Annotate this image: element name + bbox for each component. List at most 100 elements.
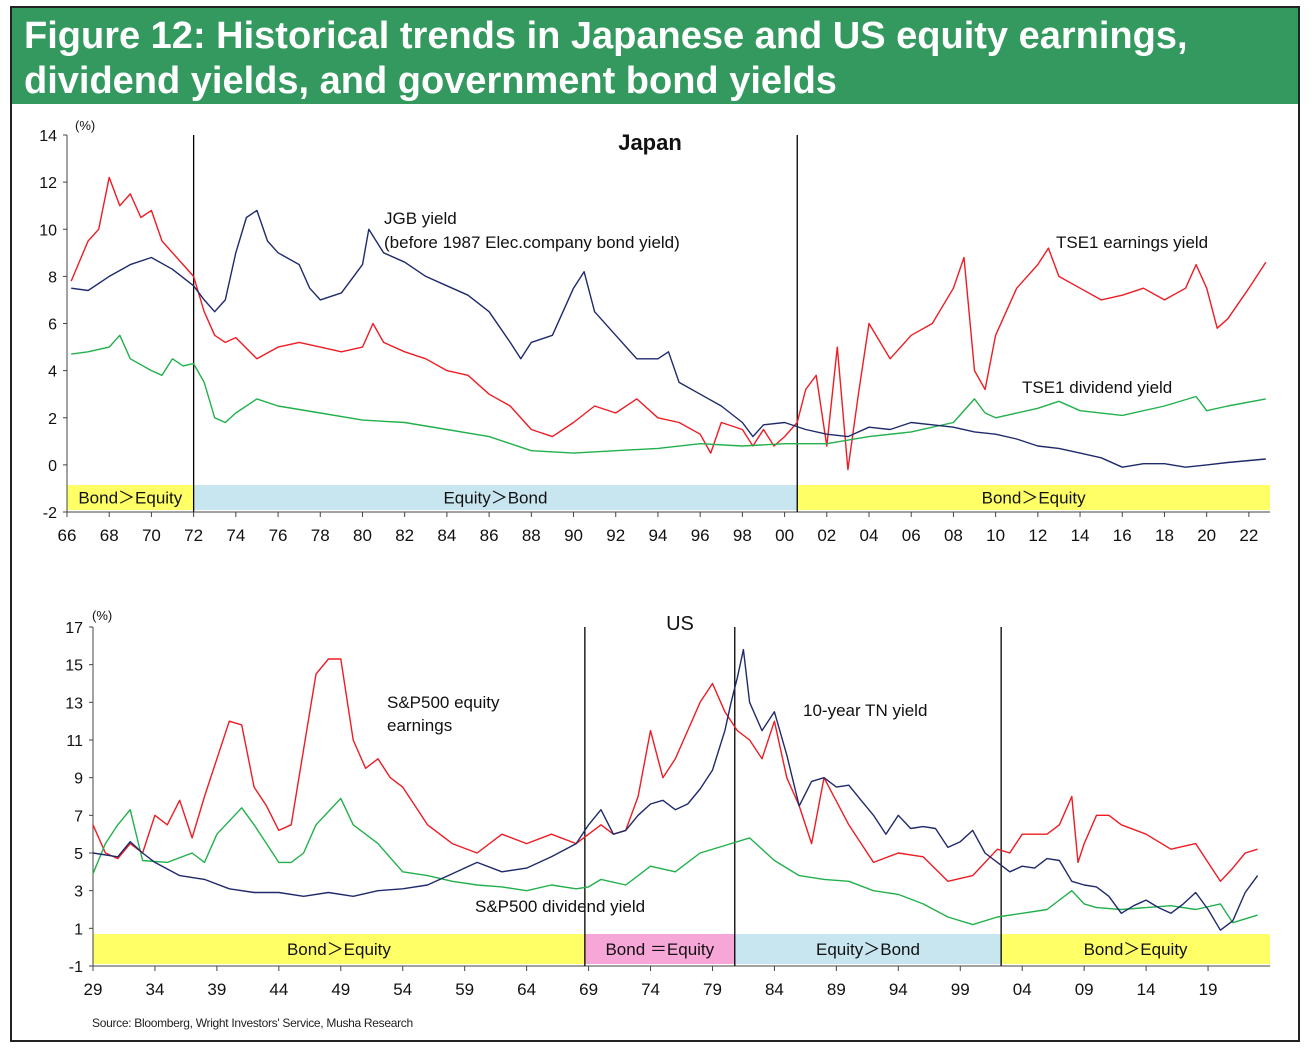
y-tick-label: 2 — [48, 411, 57, 428]
series-line-earnings — [70, 176, 1267, 471]
y-tick-label: 3 — [74, 884, 83, 901]
regime-label: Bond＞Equity — [78, 489, 182, 508]
x-tick-label: 20 — [1197, 526, 1216, 545]
y-tick-label: 0 — [48, 458, 57, 475]
x-tick-label: 76 — [269, 526, 288, 545]
series-line-tn10 — [92, 648, 1259, 931]
chart-us: Bond＞Equity Bond ＝Equity Equity＞Bond Bond＞E… — [65, 608, 1270, 999]
x-tick-label: 94 — [889, 980, 908, 999]
x-tick-label: 90 — [564, 526, 583, 545]
x-tick-label: 19 — [1199, 980, 1218, 999]
series-annotation: S&P500 dividend yield — [475, 897, 645, 916]
y-tick-label: 11 — [66, 733, 83, 750]
series-line-earnings — [92, 658, 1258, 882]
x-tick-label: 22 — [1239, 526, 1258, 545]
series-annotation: TSE1 dividend yield — [1022, 378, 1172, 397]
x-tick-label: 78 — [311, 526, 330, 545]
x-tick-label: 14 — [1137, 980, 1156, 999]
regime-band — [797, 485, 1270, 510]
x-tick-label: 96 — [691, 526, 710, 545]
x-tick-label: 82 — [395, 526, 414, 545]
x-tick-label: 70 — [142, 526, 161, 545]
y-tick-label: 6 — [48, 317, 57, 334]
x-tick-label: 86 — [480, 526, 499, 545]
x-tick-label: 08 — [944, 526, 963, 545]
x-tick-label: 84 — [765, 980, 784, 999]
x-tick-label: 72 — [184, 526, 203, 545]
series-annotation: (before 1987 Elec.company bond yield) — [384, 233, 680, 252]
x-tick-label: 92 — [606, 526, 625, 545]
x-tick-label: 54 — [393, 980, 412, 999]
x-tick-label: 59 — [455, 980, 474, 999]
y-axis-unit: (%) — [92, 608, 112, 623]
regime-band — [67, 485, 194, 510]
x-tick-label: 00 — [775, 526, 794, 545]
source-note: Source: Bloomberg, Wright Investors' Ser… — [92, 1016, 413, 1030]
x-tick-label: 04 — [1013, 980, 1032, 999]
y-tick-label: 8 — [48, 269, 57, 286]
y-axis-unit: (%) — [75, 118, 95, 133]
series-annotation: 10-year TN yield — [803, 701, 927, 720]
series-annotation: TSE1 earnings yield — [1056, 233, 1208, 252]
x-tick-label: 39 — [207, 980, 226, 999]
x-tick-label: 16 — [1113, 526, 1132, 545]
regime-label: Bond＞Equity — [287, 940, 391, 959]
x-tick-label: 29 — [84, 980, 103, 999]
figure-frame — [10, 6, 1300, 1042]
y-tick-label: 12 — [39, 175, 57, 192]
series-line-dividend — [71, 334, 1266, 454]
x-tick-label: 14 — [1071, 526, 1090, 545]
x-tick-label: 98 — [733, 526, 752, 545]
y-tick-label: 1 — [74, 921, 83, 938]
regime-label: Bond ＝Equity — [605, 940, 714, 959]
regime-band — [93, 934, 585, 964]
chart-title: Japan — [618, 130, 682, 155]
x-tick-label: 74 — [226, 526, 245, 545]
y-tick-label: 4 — [48, 364, 57, 381]
y-tick-label: 10 — [39, 222, 57, 239]
series-line-dividend — [92, 797, 1258, 926]
y-tick-label: 14 — [39, 128, 57, 145]
x-tick-label: 06 — [902, 526, 921, 545]
x-tick-label: 10 — [986, 526, 1005, 545]
x-tick-label: 49 — [331, 980, 350, 999]
regime-label: Bond＞Equity — [1084, 940, 1188, 959]
y-tick-label: 13 — [65, 695, 83, 712]
y-tick-label: 15 — [65, 658, 83, 675]
y-tick-label: 17 — [65, 620, 83, 637]
x-tick-label: 79 — [703, 980, 722, 999]
x-tick-label: 09 — [1075, 980, 1094, 999]
x-tick-label: 80 — [353, 526, 372, 545]
x-tick-label: 94 — [648, 526, 667, 545]
x-tick-label: 74 — [641, 980, 660, 999]
regime-band — [734, 934, 1002, 964]
y-tick-label: 7 — [74, 808, 83, 825]
x-tick-label: 69 — [579, 980, 598, 999]
series-annotation: earnings — [387, 716, 452, 735]
y-tick-label: -1 — [69, 959, 83, 976]
figure-header: Figure 12: Historical trends in Japanese… — [12, 8, 1298, 104]
regime-label: Equity＞Bond — [816, 940, 920, 959]
chart-japan: Bond＞Equity Equity＞Bond Bond＞Equity -2 0 2 4 6 8… — [39, 118, 1270, 545]
y-tick-label: 5 — [74, 846, 83, 863]
x-tick-label: 44 — [269, 980, 288, 999]
y-tick-label: -2 — [43, 505, 57, 522]
y-tick-label: 9 — [74, 771, 83, 788]
regime-label: Equity＞Bond — [443, 489, 547, 508]
series-annotation: S&P500 equity — [387, 693, 500, 712]
x-tick-label: 18 — [1155, 526, 1174, 545]
chart-title: US — [666, 613, 694, 635]
x-tick-label: 64 — [517, 980, 536, 999]
x-tick-label: 89 — [827, 980, 846, 999]
regime-band — [1001, 934, 1270, 964]
series-annotation: JGB yield — [384, 209, 457, 228]
x-tick-label: 66 — [58, 526, 77, 545]
x-tick-label: 12 — [1028, 526, 1047, 545]
x-tick-label: 99 — [951, 980, 970, 999]
figure-title: Figure 12: Historical trends in Japanese… — [24, 15, 1188, 102]
regime-band — [193, 485, 798, 510]
regime-band — [584, 934, 735, 964]
regime-label: Bond＞Equity — [982, 489, 1086, 508]
x-tick-label: 88 — [522, 526, 541, 545]
